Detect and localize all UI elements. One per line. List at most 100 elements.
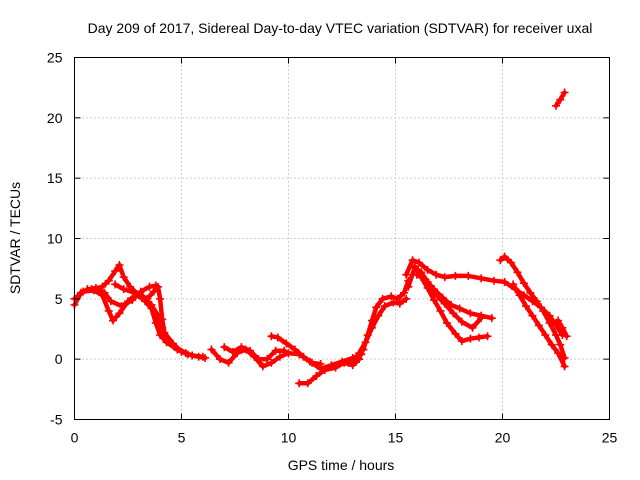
data-point xyxy=(554,316,563,325)
series-line xyxy=(112,282,189,356)
data-point xyxy=(440,273,449,282)
y-tick-label: 15 xyxy=(47,170,63,186)
x-tick-label: 25 xyxy=(602,430,618,446)
data-point xyxy=(91,283,100,292)
data-point xyxy=(451,271,460,280)
data-point xyxy=(558,323,567,332)
data-point xyxy=(509,280,518,289)
data-point xyxy=(151,281,160,290)
data-point xyxy=(273,333,282,342)
data-point xyxy=(457,317,466,326)
data-point xyxy=(554,349,563,358)
series-trace-2 xyxy=(70,286,210,362)
data-point xyxy=(556,95,565,104)
data-point xyxy=(412,270,421,279)
data-point xyxy=(455,304,464,313)
data-point xyxy=(111,267,120,276)
x-axis-label: GPS time / hours xyxy=(288,457,395,473)
series-trace-10 xyxy=(355,294,411,358)
data-point xyxy=(436,306,445,315)
data-point xyxy=(367,323,376,332)
y-tick-label: 0 xyxy=(55,351,63,367)
data-point xyxy=(449,309,458,318)
data-point xyxy=(432,270,441,279)
series-trace-17 xyxy=(547,316,571,341)
x-tick-label: 15 xyxy=(388,430,404,446)
data-point xyxy=(216,355,225,364)
series-trace-14 xyxy=(412,270,486,332)
data-point xyxy=(430,288,439,297)
data-point xyxy=(147,300,156,309)
data-point xyxy=(312,372,321,381)
data-point xyxy=(119,285,128,294)
data-point xyxy=(464,271,473,280)
data-point xyxy=(457,337,466,346)
data-point xyxy=(308,358,317,367)
data-point xyxy=(282,339,291,348)
y-tick-label: 25 xyxy=(47,50,63,66)
data-point xyxy=(224,358,233,367)
x-tick-label: 5 xyxy=(178,430,186,446)
data-point xyxy=(254,355,263,364)
axis-ticks: 0 5 10 15 20 25 -5 0 5 10 15 20 25 xyxy=(47,50,618,446)
data-point xyxy=(156,294,165,303)
data-point xyxy=(258,362,267,371)
data-point xyxy=(320,366,329,375)
series-line xyxy=(414,272,484,331)
data-point xyxy=(400,288,409,297)
data-point xyxy=(421,275,430,284)
data-point xyxy=(171,343,180,352)
series-trace-8 xyxy=(295,355,364,388)
series-line xyxy=(346,278,411,366)
data-point xyxy=(295,379,304,388)
data-point xyxy=(299,352,308,361)
data-point xyxy=(522,302,531,311)
data-point xyxy=(149,287,158,296)
data-point xyxy=(389,298,398,307)
data-point xyxy=(430,296,439,305)
data-point xyxy=(410,262,419,271)
data-point xyxy=(547,318,556,327)
data-point xyxy=(547,340,556,349)
data-point xyxy=(541,331,550,340)
data-point xyxy=(519,279,528,288)
data-point xyxy=(83,285,92,294)
data-point xyxy=(466,309,475,318)
series-trace-7 xyxy=(220,343,289,364)
data-point xyxy=(181,349,190,358)
series-trace-18 xyxy=(552,88,569,110)
data-point xyxy=(228,347,237,356)
data-point xyxy=(534,321,543,330)
y-tick-label: 20 xyxy=(47,110,63,126)
data-point xyxy=(136,287,145,296)
data-point xyxy=(158,323,167,332)
data-point xyxy=(372,303,381,312)
data-point xyxy=(316,359,325,368)
series-line xyxy=(72,288,208,361)
data-point xyxy=(387,292,396,301)
data-point xyxy=(483,332,492,341)
data-point xyxy=(303,379,312,388)
series-trace-9 xyxy=(344,276,413,367)
data-point xyxy=(562,332,571,341)
data-point xyxy=(515,291,524,300)
data-point xyxy=(423,265,432,274)
y-axis-label: SDTVAR / TECUs xyxy=(7,182,23,294)
data-series-group xyxy=(70,88,571,388)
data-point xyxy=(201,353,210,362)
series-line xyxy=(498,254,567,361)
data-point xyxy=(280,346,289,355)
data-point xyxy=(528,311,537,320)
data-point xyxy=(115,309,124,318)
data-point xyxy=(344,358,353,367)
series-trace-1 xyxy=(70,261,207,361)
data-point xyxy=(104,276,113,285)
data-point xyxy=(290,345,299,354)
data-point xyxy=(532,297,541,306)
data-point xyxy=(440,299,449,308)
data-point xyxy=(153,311,162,320)
series-line xyxy=(222,344,287,362)
data-point xyxy=(267,358,276,367)
data-point xyxy=(468,323,477,332)
